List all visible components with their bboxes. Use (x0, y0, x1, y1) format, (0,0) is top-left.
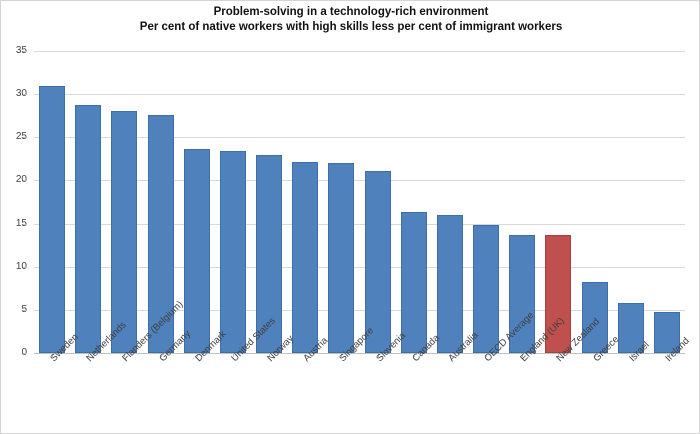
gridline-5 (34, 309, 685, 311)
y-tick-mark-15 (23, 223, 27, 225)
bar-singapore[interactable] (328, 163, 355, 353)
x-tick-mark-2 (124, 353, 126, 357)
bar-israel[interactable] (617, 302, 644, 353)
x-tick-mark-5 (232, 353, 234, 357)
y-tick-mark-25 (23, 137, 27, 139)
bar-ireland[interactable] (653, 311, 680, 353)
gridline-35 (34, 51, 685, 52)
y-tick-label-0: 0 (1, 348, 27, 358)
x-axis: Sweden Netherlands Flanders (Belgium) Germa… (34, 299, 691, 433)
gridline-20 (34, 180, 685, 182)
bar-new-zealand[interactable] (545, 234, 572, 353)
bar-australia[interactable] (436, 214, 463, 353)
gridline-25 (34, 137, 685, 139)
y-tick-mark-10 (23, 266, 27, 268)
bar-netherlands[interactable] (75, 104, 102, 353)
bar-sweden[interactable] (39, 85, 66, 353)
plot-area (34, 51, 685, 354)
x-tick-mark-14 (558, 353, 560, 357)
y-tick-mark-5 (23, 309, 27, 311)
y-axis: 0 5 10 15 20 25 30 35 (1, 46, 27, 358)
chart-subtitle-line-2: Per cent of native workers with high ski… (139, 21, 563, 33)
y-tick-mark-0 (23, 353, 27, 354)
x-tick-mark-0 (52, 353, 54, 357)
x-tick-mark-3 (160, 353, 162, 357)
bar-greece[interactable] (581, 282, 608, 353)
bar-denmark[interactable] (183, 149, 210, 353)
x-tick-mark-8 (341, 353, 343, 357)
x-tick-mark-11 (449, 353, 451, 357)
x-tick-mark-15 (594, 353, 596, 357)
x-tick-mark-12 (486, 353, 488, 357)
bar-norway[interactable] (256, 155, 283, 353)
x-tick-mark-9 (377, 353, 379, 357)
x-tick-mark-7 (305, 353, 307, 357)
y-tick-mark-30 (23, 94, 27, 96)
bar-united-states[interactable] (219, 151, 246, 353)
bar-england-uk[interactable] (509, 234, 536, 353)
x-tick-mark-1 (88, 353, 90, 357)
y-tick-label-5: 5 (1, 304, 27, 315)
x-tick-mark-17 (666, 353, 668, 357)
gridline-0 (34, 353, 685, 354)
gridline-10 (34, 266, 685, 268)
bar-canada[interactable] (400, 212, 427, 353)
bar-austria[interactable] (292, 162, 319, 353)
y-tick-mark-20 (23, 180, 27, 182)
y-tick-label-15: 15 (15, 217, 27, 229)
y-tick-mark-35 (23, 51, 27, 52)
x-tick-mark-6 (269, 353, 271, 357)
y-tick-label-25: 25 (15, 131, 27, 143)
gridline-15 (34, 223, 685, 225)
bar-slovenia[interactable] (364, 170, 391, 353)
x-tick-mark-4 (196, 353, 198, 357)
gridline-30 (34, 94, 685, 96)
y-tick-label-10: 10 (15, 260, 27, 272)
y-tick-label-20: 20 (15, 174, 27, 186)
x-tick-mark-13 (522, 353, 524, 357)
y-tick-label-30: 30 (15, 88, 27, 100)
chart-title: Problem-solving in a technology-rich env… (1, 5, 699, 35)
chart-title-line-1: Problem-solving in a technology-rich env… (213, 6, 489, 18)
bar-oecd-average[interactable] (473, 225, 500, 353)
y-tick-label-35: 35 (15, 45, 27, 56)
bar-germany[interactable] (147, 114, 174, 353)
x-tick-mark-10 (413, 353, 415, 357)
x-tick-mark-16 (630, 353, 632, 357)
bar-flanders-belgium[interactable] (111, 111, 138, 353)
